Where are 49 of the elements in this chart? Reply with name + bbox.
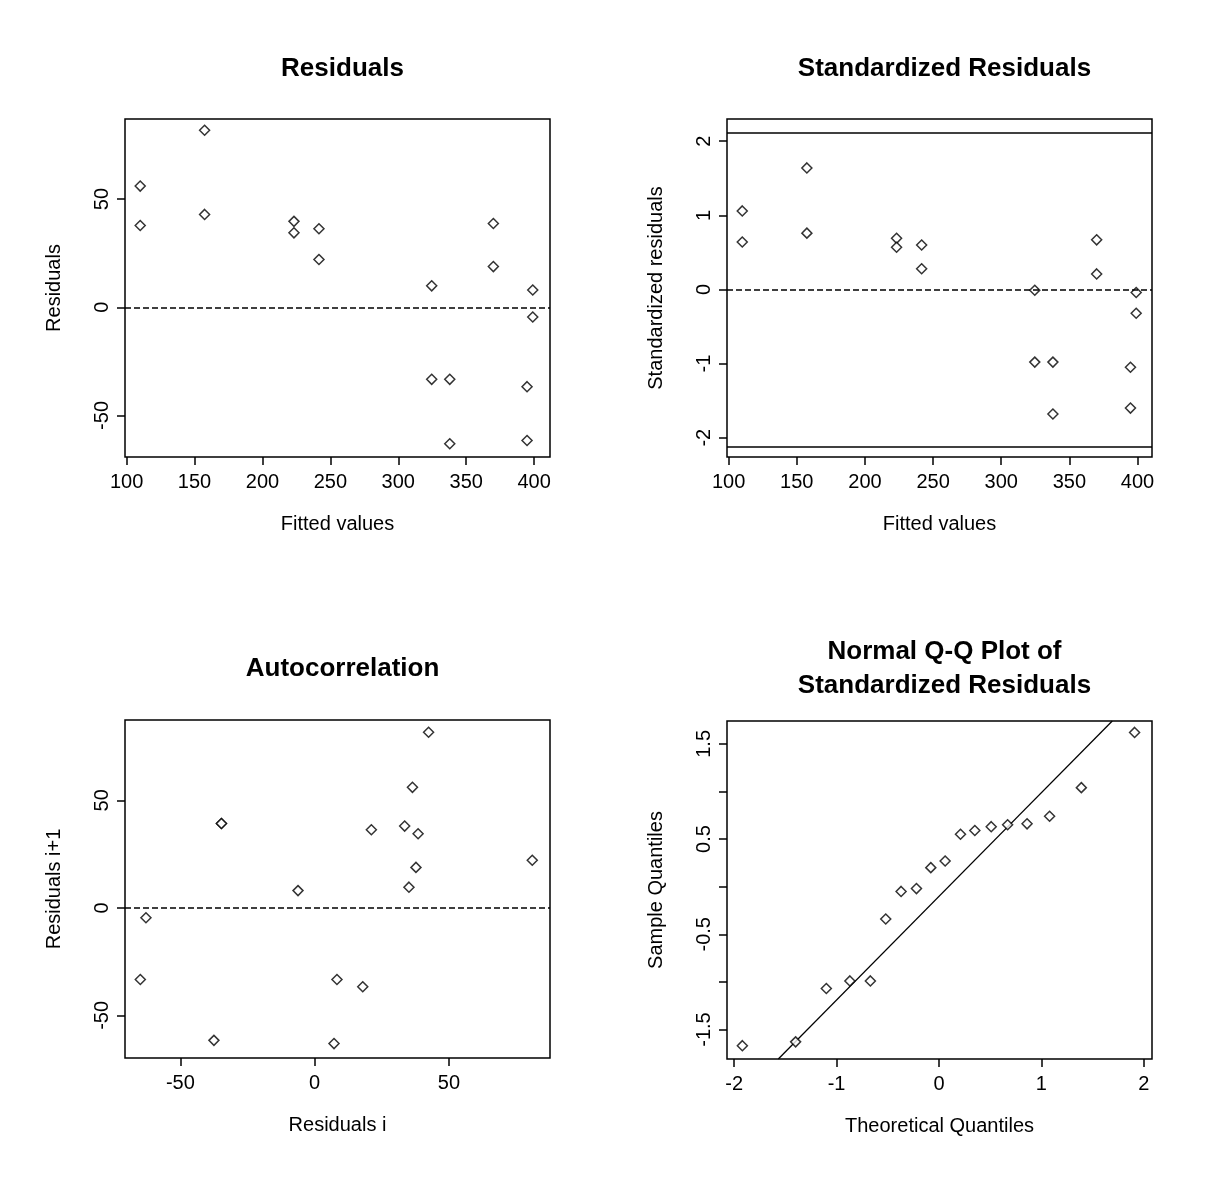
x-axis-title: Residuals i [288, 1113, 387, 1135]
y-tick-label: -2 [692, 428, 714, 447]
x-tick-label: 300 [381, 470, 415, 492]
x-tick-label: 150 [177, 470, 212, 492]
y-tick-label: -0.5 [692, 917, 714, 952]
chart-title: Autocorrelation [245, 652, 440, 682]
y-tick-label: -50 [90, 1000, 112, 1030]
x-tick-label: -1 [827, 1072, 846, 1094]
x-tick-label: 1 [1035, 1072, 1047, 1094]
x-tick-label: 200 [245, 470, 280, 492]
y-tick-label: 50 [90, 187, 112, 211]
x-tick-label: -50 [165, 1071, 195, 1093]
y-axis-title: Residuals [42, 244, 64, 332]
y-tick-label: -1 [692, 354, 714, 373]
x-axis-title: Fitted values [882, 512, 997, 534]
x-tick-label: 100 [109, 470, 144, 492]
x-axis-title: Theoretical Quantiles [845, 1114, 1034, 1136]
x-tick-label: 100 [711, 470, 746, 492]
chart-title: Normal Q-Q Plot of Standardized Residuals [797, 635, 1092, 699]
x-tick-label: 50 [437, 1071, 461, 1093]
chart-title: Standardized Residuals [797, 52, 1092, 82]
y-tick-label: 0 [90, 902, 112, 914]
x-tick-label: 300 [984, 470, 1018, 492]
y-tick-label: -50 [90, 401, 112, 430]
y-tick-label: 0.5 [692, 825, 714, 853]
x-tick-label: -2 [725, 1072, 744, 1094]
x-tick-label: 350 [449, 470, 483, 492]
y-tick-label: 50 [90, 789, 112, 812]
y-tick-label: -1.5 [692, 1012, 714, 1047]
x-tick-label: 150 [780, 470, 814, 492]
x-tick-label: 0 [309, 1071, 321, 1093]
y-axis-title: Residuals i+1 [42, 828, 64, 950]
x-axis-title: Fitted values [280, 512, 395, 534]
y-axis-title: Standardized residuals [644, 186, 666, 390]
y-tick-label: 0 [692, 283, 714, 296]
chart-title: Residuals [281, 52, 404, 82]
x-tick-label: 350 [1052, 470, 1087, 492]
x-tick-label: 0 [933, 1072, 945, 1094]
x-tick-label: 250 [313, 470, 348, 492]
y-tick-label: 0 [90, 301, 112, 313]
x-tick-label: 250 [916, 470, 950, 492]
x-tick-label: 200 [848, 470, 882, 492]
x-tick-label: 400 [1120, 470, 1155, 492]
y-tick-label: 2 [692, 135, 714, 147]
y-tick-label: 1 [692, 209, 714, 221]
x-tick-label: 2 [1138, 1072, 1150, 1094]
y-tick-label: 1.5 [692, 729, 714, 758]
y-axis-title: Sample Quantiles [644, 811, 666, 969]
x-tick-label: 400 [517, 470, 551, 492]
